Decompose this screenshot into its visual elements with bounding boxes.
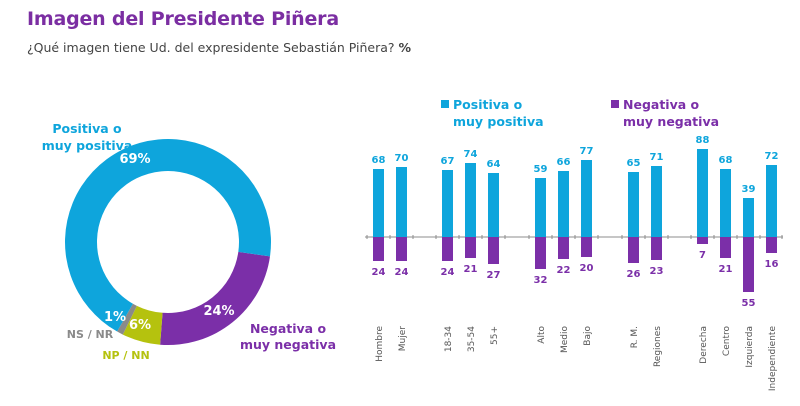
legend-item-negative: Negativa o muy negativa [611,96,719,130]
chart-subtitle: ¿Qué imagen tiene Ud. del expresidente S… [27,40,411,55]
bar-positive [766,165,777,237]
data-label-positive: 65 [627,158,641,169]
bar-negative [535,237,546,269]
x-tick-label: Centro [722,326,732,357]
bar-positive [488,173,499,237]
legend-item-positive: Positiva o muy positiva [441,96,544,130]
data-label-positive: 67 [441,156,455,167]
bar-negative [743,237,754,292]
bar-positive [535,178,546,237]
data-label-positive: 74 [464,149,478,160]
data-label-positive: 64 [487,159,501,170]
donut-category-label: Negativa o [250,321,327,336]
donut-category-label: NS / NR [67,328,114,341]
data-label-negative: 27 [487,270,501,281]
data-label-positive: 39 [742,184,756,195]
data-label-positive: 88 [696,135,710,146]
bar-negative [396,237,407,261]
donut-value-label: 1% [104,310,126,325]
x-tick-label: 55+ [490,326,500,345]
data-label-negative: 20 [580,263,594,274]
legend-label-line1: Positiva o [453,97,523,112]
bar-positive [373,169,384,237]
bar-positive [697,149,708,237]
data-label-negative: 24 [372,267,386,278]
x-tick-label: Alto [537,326,547,344]
data-label-negative: 26 [627,269,641,280]
data-label-negative: 22 [557,265,571,276]
donut-category-label: muy negativa [240,337,336,352]
donut-slice-np-nn [122,305,163,345]
data-label-positive: 59 [534,164,548,175]
data-label-negative: 32 [534,275,548,286]
bar-positive [628,172,639,237]
bar-negative [651,237,662,260]
donut-value-label: 24% [203,304,234,319]
data-label-negative: 7 [699,250,706,261]
subtitle-question: ¿Qué imagen tiene Ud. del expresidente S… [27,40,395,55]
donut-category-label: muy positiva [42,138,133,153]
bar-negative [442,237,453,261]
data-label-positive: 68 [719,155,733,166]
legend-label-line1: Negativa o [623,97,700,112]
bar-positive [720,169,731,237]
x-tick-label: Independiente [768,326,778,392]
bar-negative [558,237,569,259]
data-label-positive: 77 [580,146,594,157]
donut-value-label: 6% [129,318,151,333]
x-tick-label: Mujer [398,326,408,352]
x-tick-label: Hombre [375,326,385,362]
bar-positive [442,170,453,237]
chart-title: Imagen del Presidente Piñera [27,8,339,30]
bar-positive [743,198,754,237]
bar-negative [628,237,639,263]
x-tick-label: 35-54 [467,326,477,352]
bar-negative [488,237,499,264]
data-label-negative: 23 [650,266,664,277]
x-tick-label: Izquierda [745,326,755,368]
x-tick-label: Regiones [653,326,663,367]
bar-chart: 68 24 Hombre 70 24 Mujer 67 24 18-34 74 21 35-54 64 2… [365,135,783,391]
donut-chart: 69% 24% 6%1% Positiva o muy positiva Negativa… [42,121,336,362]
data-label-negative: 55 [742,298,756,309]
bar-positive [581,160,592,237]
donut-category-label: NP / NN [102,349,149,362]
x-tick-label: Medio [560,326,570,354]
bar-positive [558,171,569,237]
bar-negative [720,237,731,258]
data-label-negative: 16 [765,259,779,270]
data-label-negative: 24 [441,267,455,278]
donut-slice-negativa-o-muy-negativa [160,251,270,346]
x-tick-label: R. M. [630,326,640,348]
donut-category-label: Positiva o [52,121,122,136]
legend-swatch-positive [441,100,449,108]
bar-positive [651,166,662,237]
data-label-positive: 70 [395,153,409,164]
subtitle-unit: % [398,40,412,55]
data-label-positive: 72 [765,151,779,162]
x-tick-label: 18-34 [444,326,454,352]
data-label-negative: 24 [395,267,409,278]
donut-slice-positiva-o-muy-positiva [65,139,271,332]
legend-label-line2: muy positiva [453,114,544,129]
x-tick-label: Bajo [583,326,593,346]
legend-swatch-negative [611,100,619,108]
data-label-positive: 71 [650,152,664,163]
bar-positive [465,163,476,237]
bar-negative [465,237,476,258]
donut-slice-ns-nr [117,303,137,335]
data-label-positive: 66 [557,157,571,168]
bar-negative [581,237,592,257]
bar-negative [697,237,708,244]
bar-negative [766,237,777,253]
bar-negative [373,237,384,261]
data-label-negative: 21 [719,264,733,275]
donut-value-label: 69% [119,152,150,167]
x-tick-label: Derecha [699,326,709,364]
data-label-positive: 68 [372,155,386,166]
legend-label-line2: muy negativa [623,114,720,129]
bar-positive [396,167,407,237]
data-label-negative: 21 [464,264,478,275]
